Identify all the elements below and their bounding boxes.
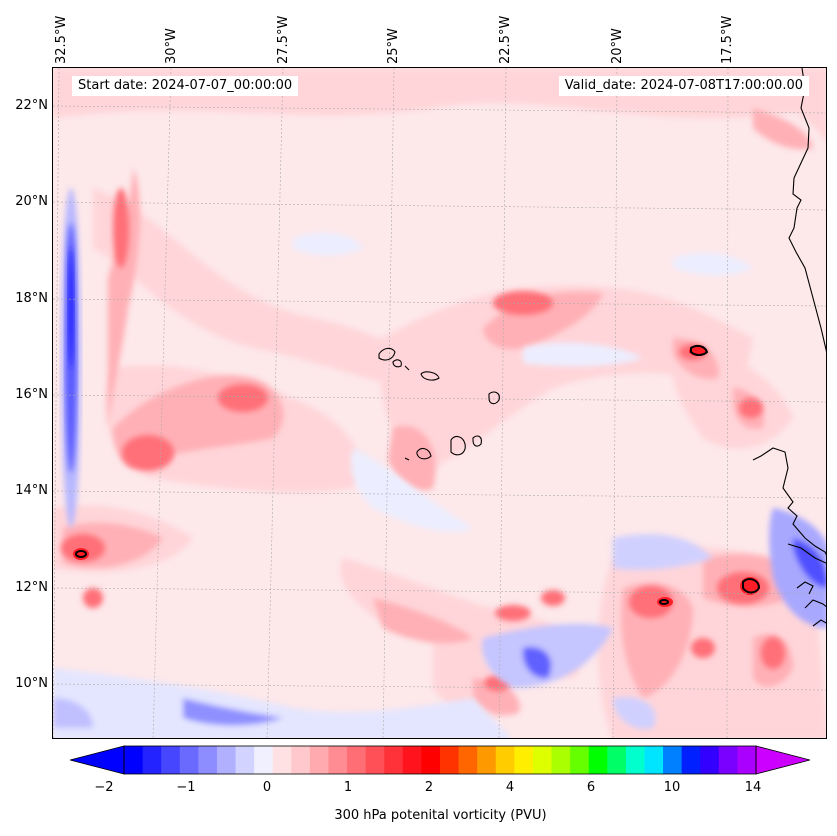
colorbar-segment: [124, 746, 144, 774]
pv-field-map: [53, 68, 826, 738]
colorbar-segment: [272, 746, 292, 774]
colorbar-segment: [402, 746, 423, 774]
colorbar-segment: [421, 746, 441, 774]
colorbar-segment: [514, 746, 534, 774]
cape-verde-islands: [378, 347, 500, 461]
colorbar-segment: [365, 746, 385, 774]
colorbar-outline: [123, 745, 757, 775]
lat-label-16n: 16°N: [15, 387, 48, 402]
colorbar-min-extend: [70, 745, 125, 775]
colorbar-tick-minus2: −2: [94, 780, 114, 795]
colorbar-segment: [161, 746, 181, 774]
colorbar-segment: [216, 746, 237, 774]
pv-contours: [75, 344, 761, 605]
colorbar-segment: [588, 746, 608, 774]
lon-label-27-5w: 27.5°W: [276, 15, 291, 64]
lon-label-32-5w: 32.5°W: [54, 15, 69, 64]
colorbar-segment: [458, 746, 478, 774]
graticule: [53, 68, 826, 738]
colorbar-segment: [681, 746, 701, 774]
lon-label-20w: 20°W: [610, 28, 625, 64]
colorbar-segment: [551, 746, 571, 774]
colorbar-segment: [700, 746, 720, 774]
pv-negative-patches: [53, 232, 826, 738]
lat-label-10n: 10°N: [15, 676, 48, 691]
colorbar-tick-6: 6: [586, 780, 596, 795]
lat-label-20n: 20°N: [15, 194, 48, 209]
lat-label-18n: 18°N: [15, 291, 48, 306]
pv-negative-streak: [61, 188, 81, 528]
colorbar-segment: [737, 746, 757, 774]
colorbar-tick-4: 4: [505, 780, 515, 795]
colorbar-tick-2: 2: [424, 780, 434, 795]
colorbar-segment: [291, 746, 311, 774]
colorbar-segment: [440, 746, 460, 774]
colorbar-segment: [198, 746, 218, 774]
start-date-label: Start date: 2024-07-07_00:00:00: [72, 76, 299, 96]
colorbar-max-extend: [755, 745, 810, 775]
lat-label-12n: 12°N: [15, 580, 48, 595]
colorbar-segment: [142, 746, 162, 774]
colorbar-segment: [347, 746, 367, 774]
colorbar-tick-10: 10: [663, 780, 681, 795]
map-panel[interactable]: [52, 67, 827, 739]
colorbar-segment: [328, 746, 348, 774]
colorbar-tick-0: 0: [262, 780, 272, 795]
colorbar-segment: [663, 746, 683, 774]
colorbar-segment: [644, 746, 664, 774]
colorbar-segment: [477, 746, 497, 774]
colorbar-segment: [235, 746, 255, 774]
colorbar-segments: [124, 746, 757, 774]
colorbar-tick-14: 14: [744, 780, 762, 795]
colorbar-segment: [309, 746, 330, 774]
colorbar-segment: [254, 746, 274, 774]
lon-label-17-5w: 17.5°W: [720, 15, 735, 64]
lon-label-25w: 25°W: [386, 28, 401, 64]
lon-label-22-5w: 22.5°W: [498, 15, 513, 64]
colorbar-segment: [718, 746, 739, 774]
valid-date-label: Valid_date: 2024-07-08T17:00:00.00: [558, 76, 809, 96]
coastline: [752, 68, 826, 627]
colorbar-label: 300 hPa potenital vorticity (PVU): [334, 808, 547, 823]
lon-label-30w: 30°W: [164, 28, 179, 64]
colorbar-segment: [495, 746, 515, 774]
colorbar-tick-1: 1: [343, 780, 353, 795]
lat-label-22n: 22°N: [15, 98, 48, 113]
colorbar-tick-minus1: −1: [176, 780, 196, 795]
colorbar-segment: [625, 746, 646, 774]
colorbar-segment: [384, 746, 404, 774]
colorbar-segment: [179, 746, 199, 774]
colorbar-segment: [532, 746, 553, 774]
colorbar-segment: [570, 746, 590, 774]
colorbar-segment: [607, 746, 627, 774]
lat-label-14n: 14°N: [15, 483, 48, 498]
colorbar: [70, 745, 810, 775]
